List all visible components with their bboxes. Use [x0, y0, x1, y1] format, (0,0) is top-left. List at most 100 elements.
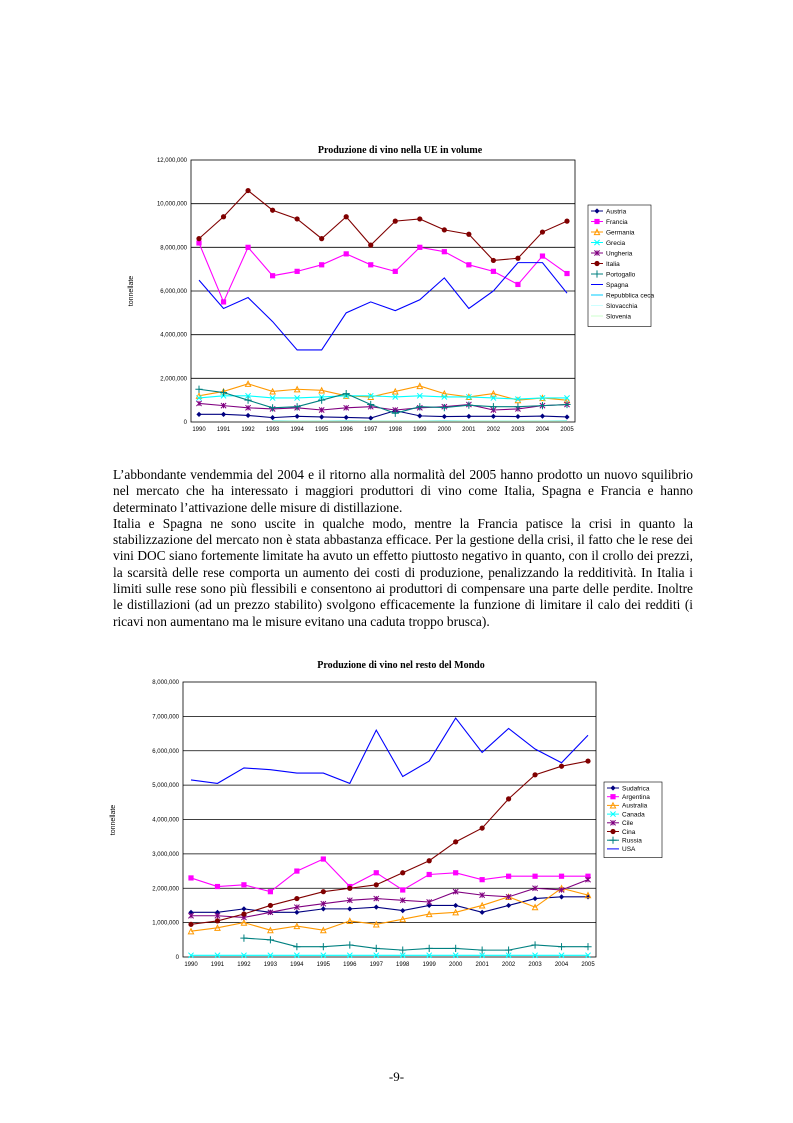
x-tick-label: 1996 — [340, 427, 354, 433]
y-tick-label: 3,000,000 — [152, 852, 179, 858]
y-tick-label: 8,000,000 — [160, 245, 187, 251]
legend-label: Russia — [622, 838, 642, 845]
data-point — [266, 936, 274, 944]
data-point — [343, 251, 349, 257]
x-tick-label: 1992 — [241, 427, 255, 433]
legend-marker — [609, 836, 617, 844]
data-point — [241, 911, 247, 917]
data-point — [392, 218, 398, 224]
data-point — [319, 236, 325, 242]
x-tick-label: 1991 — [217, 427, 231, 433]
data-point — [293, 943, 301, 951]
legend-marker — [610, 785, 616, 791]
data-point — [532, 873, 538, 879]
legend-label: Italia — [606, 261, 620, 268]
data-point — [346, 952, 353, 959]
data-point — [532, 885, 539, 892]
data-point — [417, 244, 423, 250]
data-point — [294, 216, 300, 222]
data-point — [318, 407, 325, 413]
x-tick-label: 1992 — [237, 962, 251, 968]
data-point — [368, 242, 374, 248]
data-point — [489, 389, 497, 397]
data-point — [373, 895, 380, 902]
page-number: -9- — [388, 1069, 405, 1084]
data-point — [347, 906, 353, 912]
data-point — [187, 927, 195, 935]
series-argentina — [188, 856, 591, 895]
data-point — [400, 907, 406, 914]
data-point — [293, 922, 301, 930]
data-point — [426, 871, 432, 878]
legend-label: Portogallo — [606, 271, 636, 278]
data-point — [532, 952, 539, 959]
legend-label: Repubblica ceca — [606, 292, 654, 299]
series-line — [199, 410, 568, 419]
data-point — [585, 758, 591, 764]
data-point — [319, 943, 327, 951]
data-point — [343, 214, 349, 220]
data-point — [294, 395, 301, 401]
legend-label: USA — [622, 846, 636, 853]
data-point — [452, 944, 460, 953]
data-point — [490, 257, 496, 264]
data-point — [269, 404, 277, 412]
x-tick-label: 2000 — [449, 962, 463, 968]
data-point — [391, 387, 399, 395]
y-tick-label: 6,000,000 — [152, 749, 179, 755]
data-point — [416, 392, 423, 399]
series-germania — [195, 380, 571, 404]
data-point — [214, 924, 221, 931]
data-point — [240, 934, 248, 942]
data-point — [465, 401, 473, 409]
series-austria — [196, 408, 570, 421]
data-point — [453, 902, 459, 909]
x-tick-label: 1993 — [266, 427, 280, 433]
data-point — [294, 413, 300, 419]
data-point — [440, 403, 448, 412]
data-point — [539, 253, 546, 259]
data-point — [196, 395, 202, 401]
data-point — [563, 400, 571, 409]
data-point — [558, 873, 565, 879]
data-point — [426, 902, 432, 909]
data-point — [490, 268, 496, 274]
data-point — [294, 268, 300, 274]
data-point — [441, 393, 448, 400]
data-point — [220, 299, 227, 305]
data-point — [425, 910, 433, 918]
data-point — [585, 952, 591, 959]
series-spagna — [198, 262, 568, 351]
chart-title: Produzione di vino nel resto del Mondo — [317, 660, 484, 671]
data-point — [539, 413, 546, 419]
data-point — [368, 415, 374, 421]
data-point — [400, 870, 406, 876]
series-line — [198, 388, 568, 414]
data-point — [425, 944, 433, 953]
data-point — [399, 946, 407, 954]
data-point — [294, 895, 300, 902]
data-point — [294, 909, 300, 915]
legend-label: Cina — [622, 829, 636, 836]
data-point — [214, 918, 221, 924]
data-point — [320, 952, 327, 959]
y-tick-label: 7,000,000 — [152, 714, 179, 720]
data-point — [188, 921, 194, 927]
data-point — [515, 413, 521, 420]
data-point — [557, 943, 566, 951]
x-tick-label: 1995 — [317, 962, 331, 968]
paragraph-2: Italia e Spagna ne sono uscite in qualch… — [113, 515, 693, 629]
data-point — [506, 796, 512, 802]
data-point — [531, 941, 539, 949]
legend-label: Sudafrica — [622, 785, 650, 792]
data-point — [453, 839, 459, 845]
data-point — [267, 902, 273, 909]
data-point — [584, 891, 592, 899]
y-tick-label: 5,000,000 — [152, 783, 179, 789]
data-point — [240, 918, 248, 926]
data-point — [506, 902, 512, 909]
data-point — [346, 917, 354, 925]
chart-world-svg: Produzione di vino nel resto del Mondo01… — [110, 660, 663, 968]
data-point — [196, 411, 202, 417]
data-point — [514, 396, 521, 403]
